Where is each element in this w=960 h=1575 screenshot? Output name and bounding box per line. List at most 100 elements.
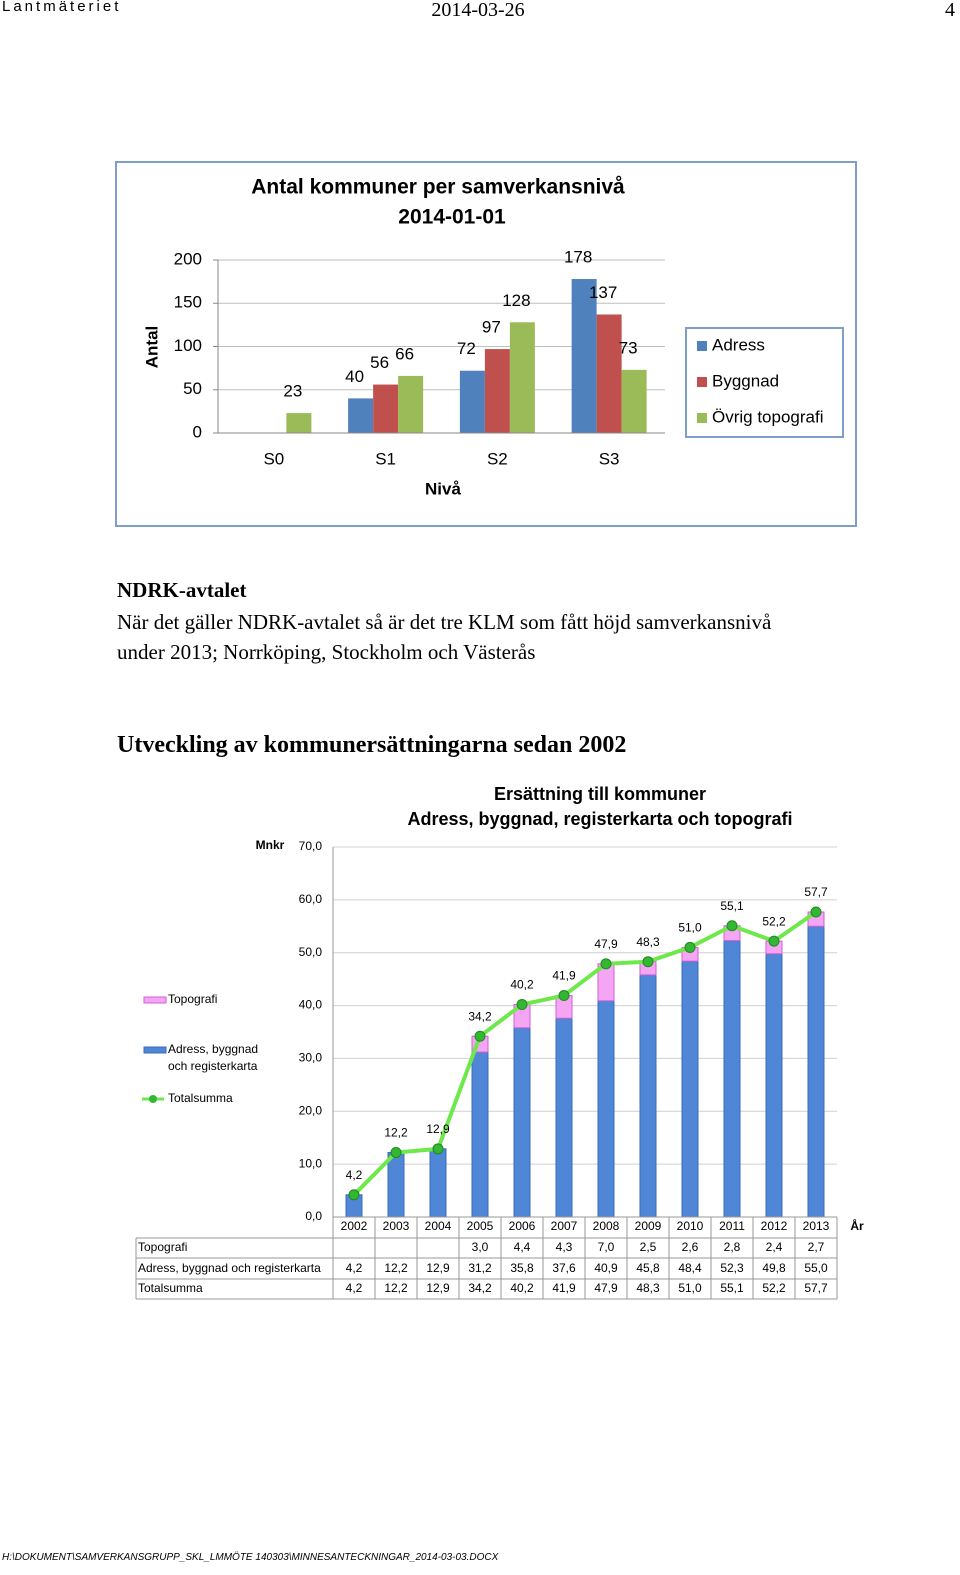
- chart-title: Ersättning till kommuner: [494, 784, 706, 804]
- x-tick-label: 2012: [761, 1219, 788, 1233]
- data-label: 12,9: [426, 1122, 450, 1136]
- legend-label: Byggnad: [712, 371, 779, 390]
- table-cell: 48,4: [678, 1261, 702, 1275]
- table-cell: 55,0: [804, 1261, 828, 1275]
- data-label: 23: [283, 382, 302, 401]
- x-tick-label: 2008: [593, 1219, 620, 1233]
- legend-label: Totalsumma: [168, 1091, 233, 1105]
- table-cell: 12,9: [426, 1261, 450, 1275]
- data-label: 56: [370, 353, 389, 372]
- data-label: 55,1: [720, 899, 744, 913]
- x-tick-label: 2003: [383, 1219, 410, 1233]
- table-cell: 45,8: [636, 1261, 660, 1275]
- header-date: 2014-03-26: [431, 0, 525, 21]
- line-marker: [474, 1030, 486, 1042]
- x-tick-label: 2002: [341, 1219, 368, 1233]
- line-marker: [642, 956, 654, 968]
- data-label: 34,2: [468, 1009, 492, 1023]
- table-cell: 31,2: [468, 1261, 492, 1275]
- table-cell: 2,6: [682, 1240, 699, 1254]
- table-cell: 55,1: [720, 1281, 744, 1295]
- x-tick-label: 2010: [677, 1219, 704, 1233]
- x-tick-label: 2013: [803, 1219, 830, 1233]
- x-tick-label: 2007: [551, 1219, 578, 1233]
- data-label: 137: [589, 283, 617, 302]
- bar-segment: [387, 1152, 405, 1218]
- line-marker: [558, 990, 570, 1002]
- data-label: 128: [502, 291, 530, 310]
- y-tick-label: 0,0: [305, 1209, 322, 1223]
- data-label: 51,0: [678, 921, 702, 935]
- header-org: Lantmäteriet: [2, 0, 122, 15]
- y-tick-label: 30,0: [299, 1051, 323, 1065]
- bar-segment: [765, 953, 783, 1218]
- bar: [484, 349, 510, 433]
- y-tick-label: 70,0: [299, 839, 323, 853]
- legend-swatch: [697, 377, 707, 387]
- table-cell: 4,2: [346, 1281, 363, 1295]
- y-tick-label: 200: [174, 249, 202, 268]
- table-cell: 34,2: [468, 1281, 492, 1295]
- x-tick-label: S0: [263, 449, 284, 468]
- table-row-label: Topografi: [138, 1240, 187, 1254]
- data-label: 57,7: [804, 885, 828, 899]
- bar-segment: [429, 1148, 447, 1218]
- data-label: 47,9: [594, 937, 618, 951]
- legend-swatch: [143, 996, 167, 1004]
- table-cell: 4,2: [346, 1261, 363, 1275]
- data-label: 12,2: [384, 1126, 408, 1140]
- section-paragraph: När det gäller NDRK-avtalet så är det tr…: [117, 610, 772, 664]
- line-marker: [684, 941, 696, 953]
- legend-label: Adress, byggnad och registerkarta: [168, 1042, 258, 1073]
- y-tick-label: 150: [174, 293, 202, 312]
- x-axis-label: År: [850, 1218, 864, 1233]
- legend-swatch: [143, 1046, 167, 1054]
- table-cell: 51,0: [678, 1281, 702, 1295]
- table-cell: 47,9: [594, 1281, 618, 1295]
- data-label: 40: [345, 367, 364, 386]
- table-cell: 48,3: [636, 1281, 660, 1295]
- legend-box: [685, 327, 844, 438]
- x-tick-label: S1: [375, 449, 396, 468]
- bar-segment: [681, 960, 699, 1218]
- x-tick-label: 2006: [509, 1219, 536, 1233]
- bar: [373, 384, 399, 433]
- total-line: [352, 910, 818, 1197]
- x-tick-label: 2004: [425, 1219, 452, 1233]
- chart-title: Antal kommuner per samverkansnivå: [251, 176, 625, 199]
- legend-label: Övrig topografi: [712, 407, 824, 426]
- data-label: 41,9: [552, 969, 576, 983]
- bar: [286, 413, 312, 433]
- bar: [596, 314, 622, 433]
- x-tick-label: 2009: [635, 1219, 662, 1233]
- bar: [398, 375, 424, 433]
- legend-label: Topografi: [168, 992, 217, 1006]
- table-cell: 57,7: [804, 1281, 828, 1295]
- table-cell: 35,8: [510, 1261, 534, 1275]
- y-tick-label: 20,0: [299, 1103, 323, 1117]
- y-axis-label: Antal: [142, 326, 161, 369]
- legend-swatch: [697, 341, 707, 351]
- legend-label: Adress: [712, 335, 765, 354]
- table-cell: 4,3: [556, 1240, 573, 1254]
- table-cell: 2,4: [766, 1240, 783, 1254]
- line-marker: [432, 1143, 444, 1155]
- data-label: 52,2: [762, 914, 786, 928]
- data-label: 66: [395, 344, 414, 363]
- table-cell: 12,2: [384, 1261, 408, 1275]
- y-tick-label: 60,0: [299, 892, 323, 906]
- line-marker: [810, 906, 822, 918]
- chart-subtitle: 2014-01-01: [398, 206, 506, 229]
- table-cell: 7,0: [598, 1240, 615, 1254]
- bar-segment: [723, 940, 741, 1218]
- table-cell: 4,4: [514, 1240, 531, 1254]
- chart-1: Antal kommuner per samverkansnivå 2014-0…: [115, 161, 857, 527]
- section-heading-2: Utveckling av kommunersättningarna sedan…: [117, 732, 627, 758]
- bar-segment: [639, 974, 657, 1218]
- data-label: 40,2: [510, 978, 534, 992]
- x-tick-label: 2005: [467, 1219, 494, 1233]
- bar: [348, 398, 374, 433]
- table-cell: 3,0: [472, 1240, 489, 1254]
- table-cell: 41,9: [552, 1281, 576, 1295]
- table-cell: 2,8: [724, 1240, 741, 1254]
